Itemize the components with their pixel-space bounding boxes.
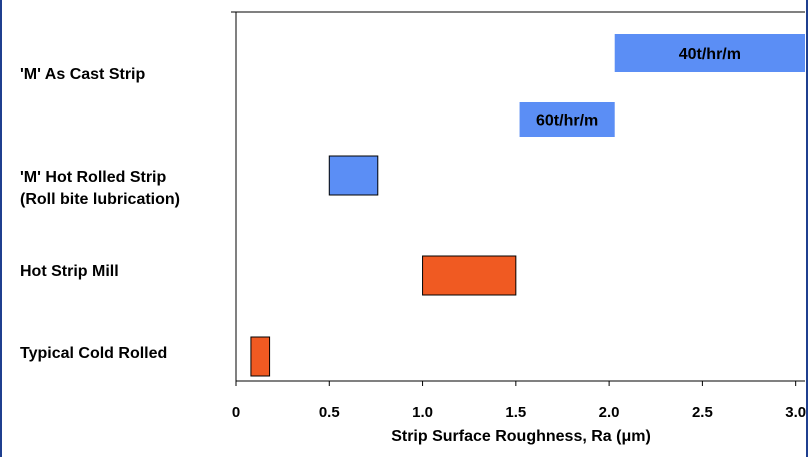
x-axis-label: Strip Surface Roughness, Ra (μm) (391, 428, 651, 445)
x-tick-label: 0 (232, 404, 240, 421)
x-tick-label: 1.5 (505, 404, 526, 421)
range-bar (614, 34, 805, 72)
x-tick-label: 1.0 (412, 404, 433, 421)
x-tick-label: 0.5 (319, 404, 340, 421)
category-label-hot-strip-mill: Hot Strip Mill (20, 261, 119, 283)
x-tick-label: 2.0 (599, 404, 620, 421)
category-label-cold-rolled: Typical Cold Rolled (20, 343, 167, 365)
range-bar (328, 155, 379, 196)
category-label-line: Hot Strip Mill (20, 263, 119, 280)
category-label-line: 'M' As Cast Strip (20, 66, 146, 83)
range-bar (250, 336, 271, 377)
bar-label: 40t/hr/m (679, 46, 741, 63)
range-bar (422, 255, 517, 296)
x-tick-label: 2.5 (692, 404, 713, 421)
category-label-as-cast: 'M' As Cast Strip (20, 64, 145, 86)
bar-label: 60t/hr/m (536, 113, 598, 130)
category-label-line: Typical Cold Rolled (20, 345, 168, 362)
range-bar (519, 102, 615, 137)
category-label-line: 'M' Hot Rolled Strip (20, 169, 167, 186)
category-label-line: (Roll bite lubrication) (20, 191, 180, 208)
x-tick-label: 3.0 (785, 404, 806, 421)
category-label-hot-rolled: 'M' Hot Rolled Strip (Roll bite lubricat… (20, 167, 180, 211)
